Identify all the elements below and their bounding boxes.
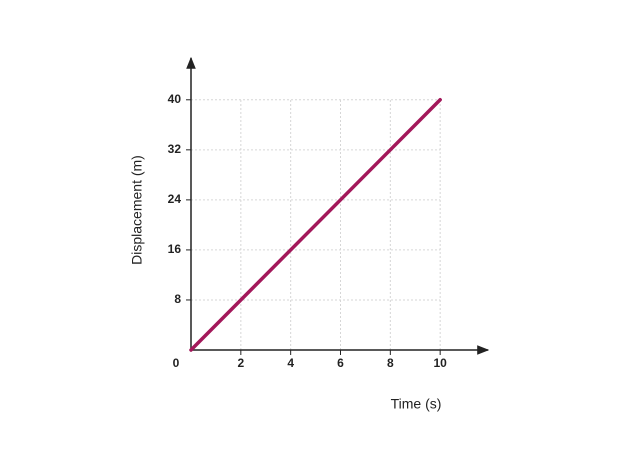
x-axis-label: Time (s): [391, 396, 442, 412]
y-axis-label: Displacement (m): [129, 155, 145, 265]
y-tick-label: 40: [168, 92, 182, 106]
x-tick-label: 8: [387, 356, 394, 370]
line-series: [189, 98, 442, 352]
x-tick-label: 10: [433, 356, 447, 370]
x-tick-label: 2: [237, 356, 244, 370]
x-tick-label: 6: [337, 356, 344, 370]
y-tick-label: 8: [174, 292, 181, 306]
y-tick-label: 24: [168, 192, 182, 206]
y-tick-label: 32: [168, 142, 182, 156]
x-tick-label: 4: [287, 356, 294, 370]
x-tick-label: 0: [173, 356, 180, 370]
y-tick-label: 16: [168, 242, 182, 256]
